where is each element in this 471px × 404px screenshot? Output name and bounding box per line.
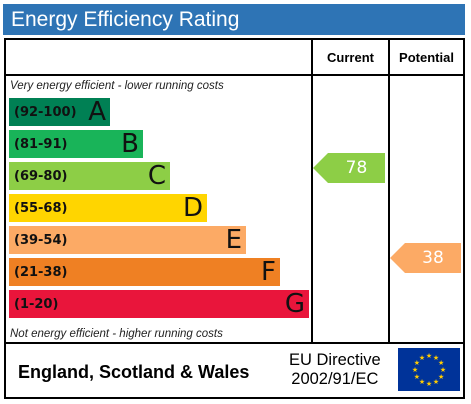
band-range: (81-91)	[14, 137, 68, 152]
band-a: (92-100) A	[9, 98, 110, 126]
band-range: (39-54)	[14, 233, 68, 248]
eu-star-icon: ★	[433, 354, 439, 362]
column-divider-current	[311, 40, 313, 342]
band-range: (69-80)	[14, 169, 68, 184]
top-note: Very energy efficient - lower running co…	[10, 80, 224, 92]
band-letter: E	[225, 225, 242, 255]
directive-line1: EU Directive	[289, 351, 381, 369]
eu-star-icon: ★	[426, 380, 432, 388]
band-letter: D	[182, 193, 203, 223]
band-letter: C	[147, 161, 166, 191]
directive-line2: 2002/91/EC	[291, 370, 379, 388]
eu-star-icon: ★	[419, 354, 425, 362]
band-f: (21-38) F	[9, 258, 280, 286]
column-divider-potential	[388, 40, 390, 342]
current-rating-value: 78	[345, 158, 368, 178]
eu-star-icon: ★	[438, 359, 444, 367]
band-letter: B	[121, 129, 139, 159]
band-b: (81-91) B	[9, 130, 143, 158]
rating-chart: Current Potential Very energy efficient …	[4, 38, 465, 344]
potential-rating-value: 38	[422, 248, 444, 268]
column-header-potential: Potential	[399, 50, 454, 65]
eu-flag-icon: ★ ★★★★★★★★★★★	[398, 348, 460, 391]
band-letter: A	[88, 97, 106, 127]
band-range: (21-38)	[14, 265, 68, 280]
chart-title: Energy Efficiency Rating	[11, 8, 240, 31]
band-range: (1-20)	[14, 297, 59, 312]
current-rating-arrow: 78	[313, 153, 385, 183]
footer-directive: EU Directive 2002/91/EC	[289, 351, 381, 389]
eu-star-icon: ★	[419, 378, 425, 386]
eu-star-icon: ★	[426, 352, 432, 360]
header-divider	[6, 74, 463, 76]
band-d: (55-68) D	[9, 194, 207, 222]
band-c: (69-80) C	[9, 162, 170, 190]
eu-star-icon: ★	[440, 366, 446, 374]
band-e: (39-54) E	[9, 226, 246, 254]
band-letter: F	[261, 257, 276, 287]
band-range: (55-68)	[14, 201, 68, 216]
band-letter: G	[284, 289, 305, 319]
eu-star-icon: ★	[412, 366, 418, 374]
eu-star-icon: ★	[414, 359, 420, 367]
footer: England, Scotland & Wales EU Directive 2…	[4, 344, 465, 399]
band-g: (1-20) G	[9, 290, 309, 318]
footer-region: England, Scotland & Wales	[18, 362, 250, 382]
bottom-note: Not energy efficient - higher running co…	[10, 328, 223, 340]
title-bar: Energy Efficiency Rating	[3, 4, 465, 35]
band-range: (92-100)	[14, 105, 77, 120]
eu-star-icon: ★	[414, 373, 420, 381]
eu-star-icon: ★	[438, 373, 444, 381]
potential-rating-arrow: 38	[390, 243, 461, 273]
column-header-current: Current	[327, 50, 374, 65]
eu-star-icon: ★	[433, 378, 439, 386]
